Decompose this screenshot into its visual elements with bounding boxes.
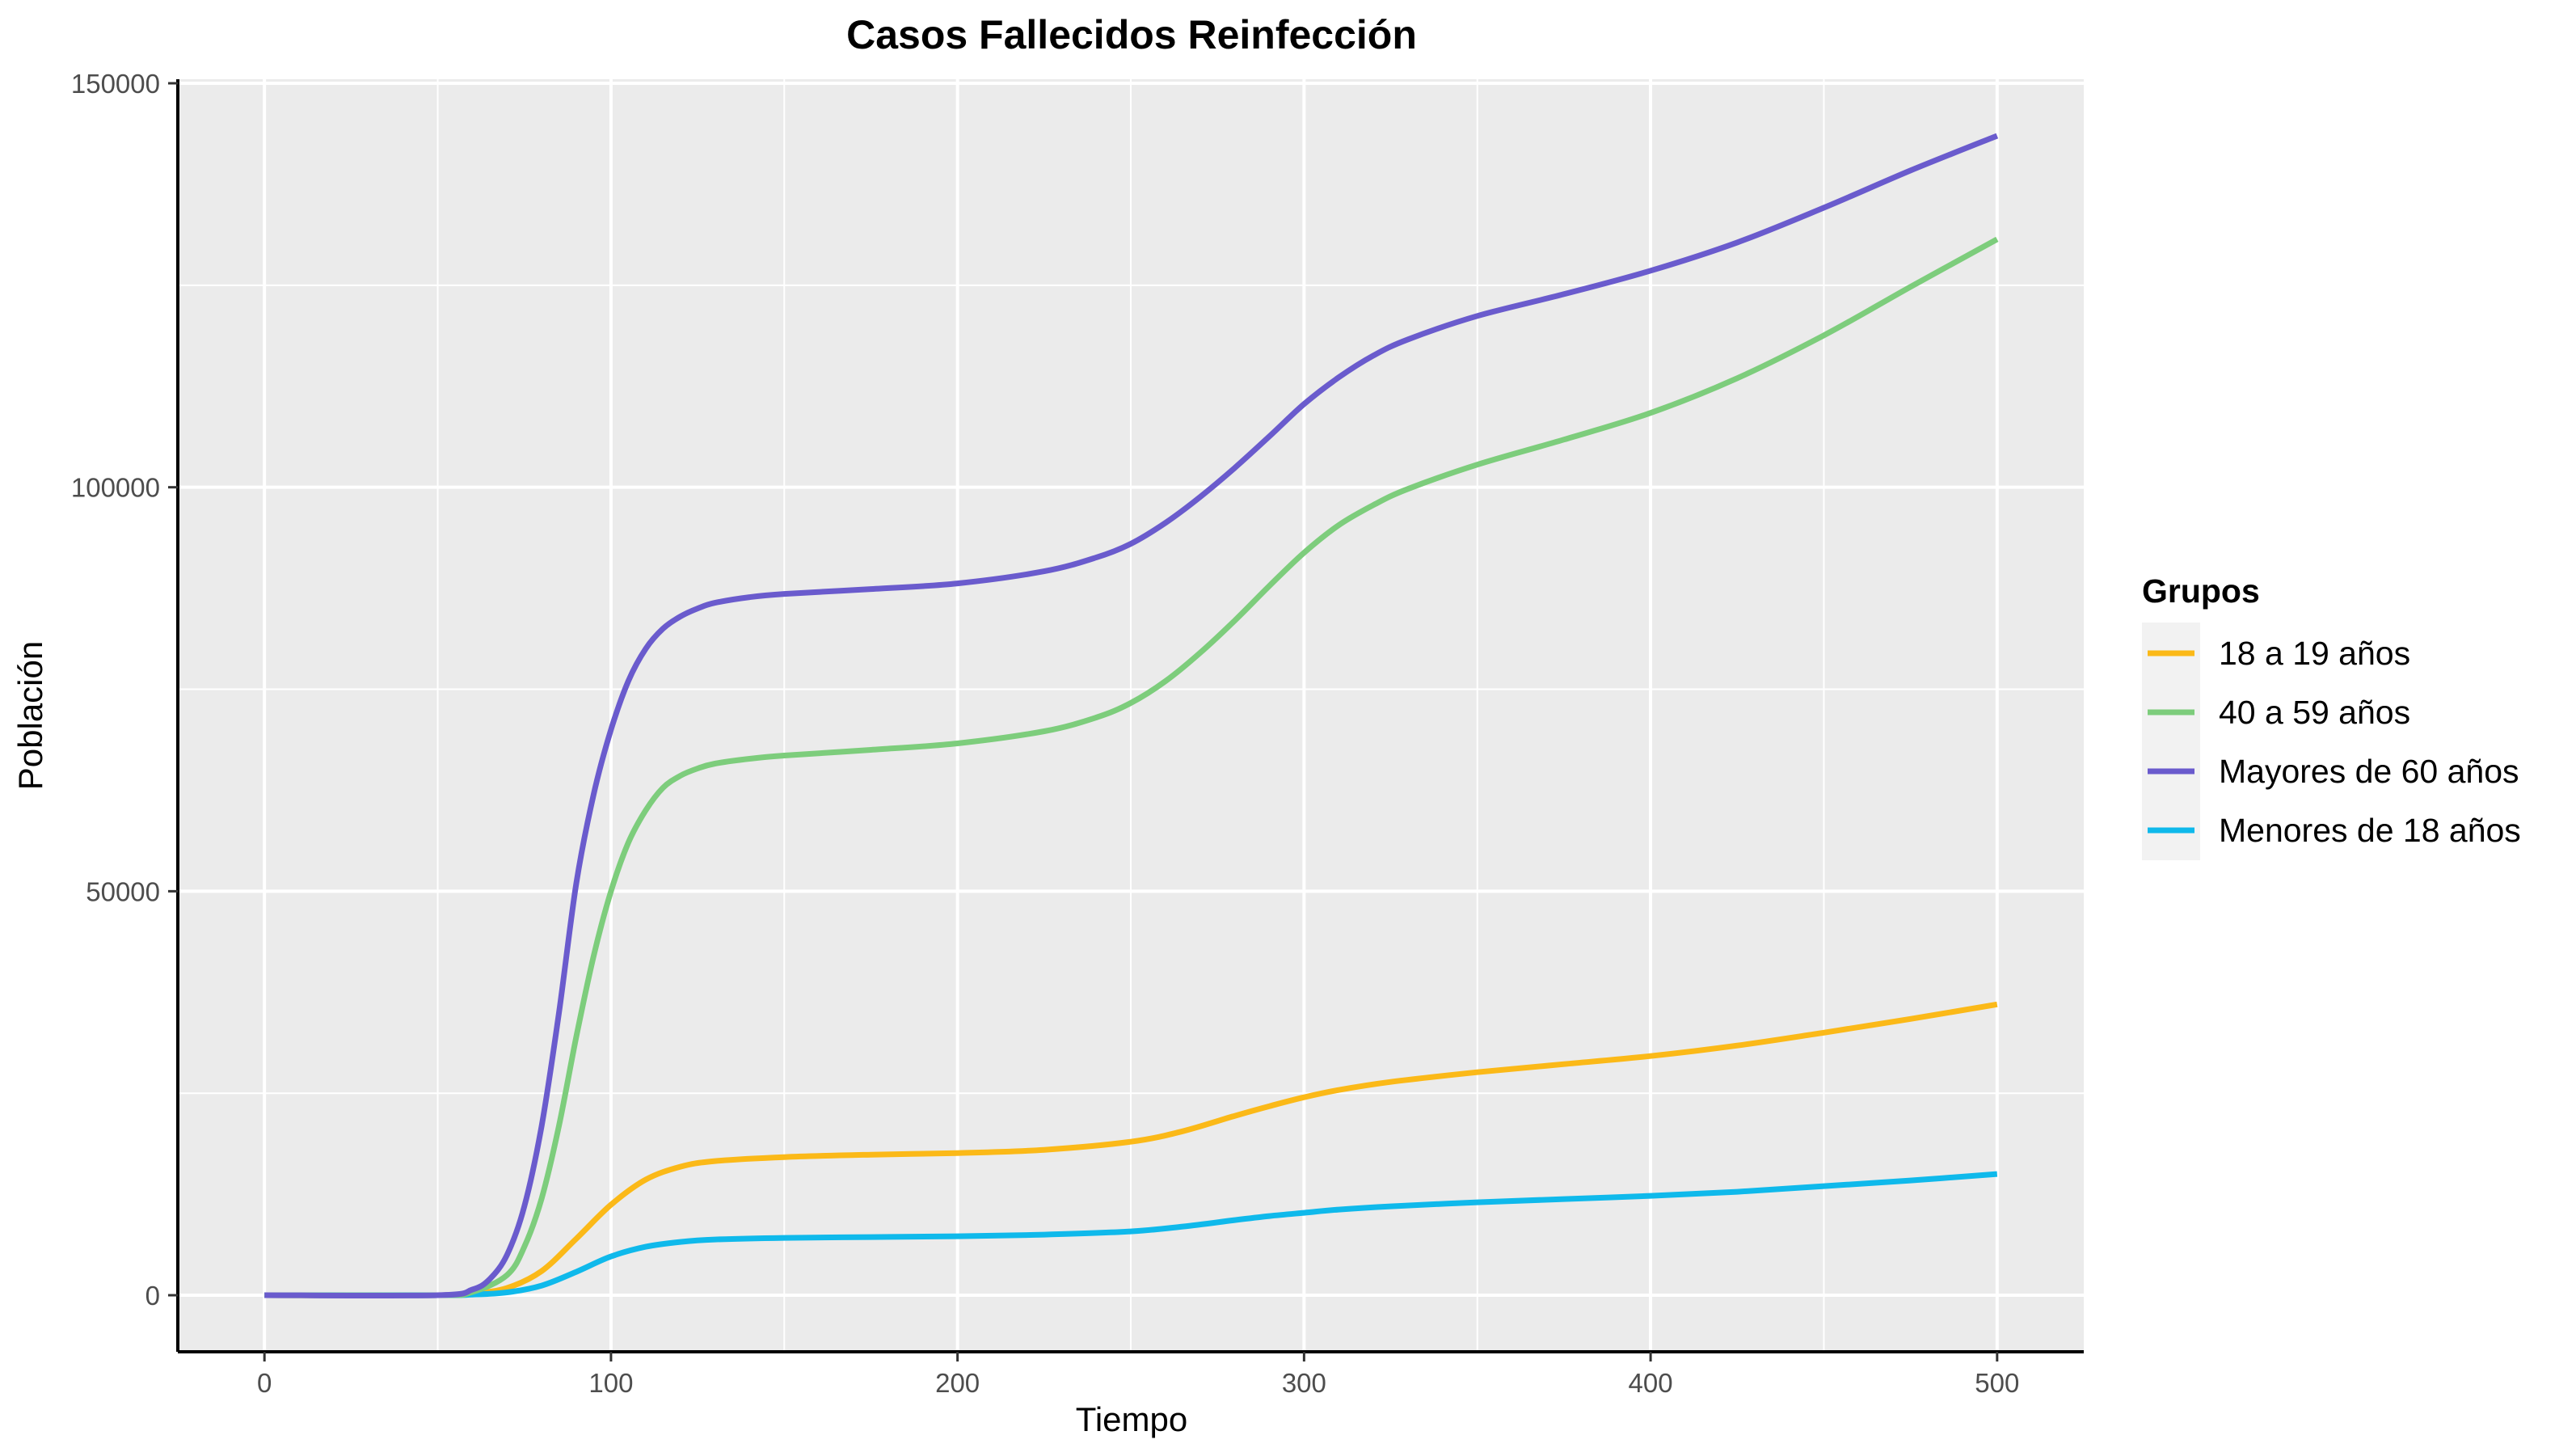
x-tick-label: 300 [1282,1368,1326,1398]
chart-title: Casos Fallecidos Reinfección [846,12,1417,57]
series-line-3 [264,1171,1998,1298]
y-tick-label: 50000 [86,876,160,906]
x-axis-title: Tiempo [1076,1400,1188,1438]
x-tick-label: 100 [588,1368,633,1398]
x-tick-label: 500 [1975,1368,2019,1398]
y-tick-label: 150000 [71,69,160,99]
x-tick-label: 400 [1629,1368,1673,1398]
y-tick-label: 100000 [71,473,160,503]
series-line-2 [264,133,1999,1299]
series-line-1 [264,236,1999,1298]
legend-items: 18 a 19 años 40 a 59 años Mayores de 60 añ… [2148,635,2521,849]
series-lines [264,133,1999,1299]
x-tick-label: 0 [257,1368,272,1398]
y-axis-title: Población [11,641,49,790]
legend-label-0: 18 a 19 años [2219,635,2410,672]
legend-key-background [2142,623,2200,860]
legend: Grupos 18 a 19 años 40 a 59 años Mayores d… [2142,572,2521,860]
minor-gridlines [178,79,2084,1352]
y-axis-ticks: 0 50000 100000 150000 [71,69,178,1311]
series-line-0 [264,1001,1998,1298]
x-tick-label: 200 [935,1368,980,1398]
legend-label-2: Mayores de 60 años [2219,753,2519,790]
y-tick-label: 0 [145,1281,160,1311]
x-axis-ticks: 0 100 200 300 400 500 [257,1352,2019,1398]
legend-title: Grupos [2142,572,2260,610]
legend-label-1: 40 a 59 años [2219,694,2410,731]
legend-label-3: Menores de 18 años [2219,812,2521,849]
